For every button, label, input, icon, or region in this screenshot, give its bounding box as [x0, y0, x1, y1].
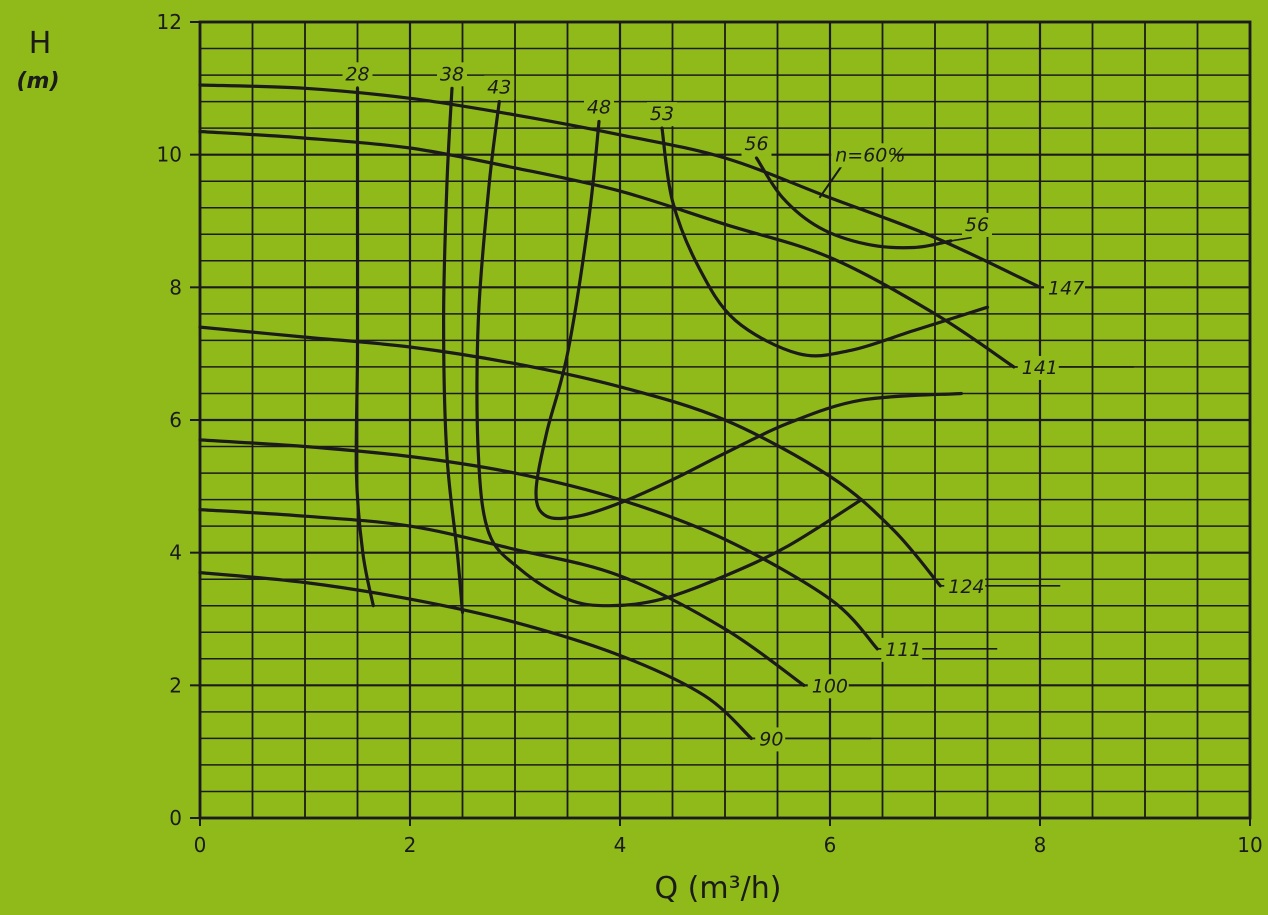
efficiency-curve-28	[354, 86, 375, 608]
x-tick-label: 6	[824, 833, 837, 857]
head-curve-label: 111	[885, 639, 921, 661]
efficiency-curve-label-bg	[437, 62, 467, 87]
annotation-leader	[950, 236, 972, 242]
efficiency-curve-48	[534, 119, 963, 521]
y-axis-unit: (m)	[16, 69, 59, 94]
efficiency-curve-label: 53	[650, 103, 674, 125]
efficiency-curve-38	[442, 86, 465, 614]
head-curve-label-bg	[944, 574, 986, 599]
efficiency-curve-label: 48	[587, 97, 611, 119]
annotation-56-label-bg	[962, 212, 992, 237]
head-curve-label: 147	[1048, 277, 1084, 299]
y-axis-title: H	[29, 26, 52, 61]
head-curve-141	[198, 129, 1016, 369]
annotation-efficiency-label-bg	[831, 143, 895, 168]
efficiency-curve-label-bg	[647, 102, 677, 127]
head-curve-111	[198, 438, 879, 651]
x-tick-label: 0	[194, 833, 207, 857]
head-curve-124	[198, 325, 942, 588]
efficiency-curve-label-bg	[741, 131, 772, 156]
head-curve-label: 100	[812, 675, 848, 697]
x-tick-label: 10	[1237, 833, 1262, 857]
head-curve-label: 124	[948, 576, 984, 598]
efficiency-curve-56	[754, 156, 953, 250]
y-tick-label: 10	[157, 143, 182, 167]
efficiency-curve-label: 56	[744, 133, 768, 155]
head-curve-label-bg	[881, 637, 923, 662]
efficiency-curve-label: 38	[440, 63, 464, 85]
head-curve-147	[198, 83, 1042, 289]
head-curve-label-bg	[807, 674, 849, 699]
y-tick-label: 2	[169, 673, 182, 697]
head-curve-label: 141	[1022, 357, 1058, 379]
efficiency-curve-53	[660, 126, 990, 358]
head-curve-90	[198, 571, 753, 740]
y-tick-label: 4	[169, 541, 182, 565]
y-tick-label: 8	[169, 275, 182, 299]
x-tick-label: 2	[404, 833, 417, 857]
y-tick-label: 6	[169, 408, 182, 432]
efficiency-curve-label-bg	[584, 95, 614, 120]
head-curve-label: 90	[759, 728, 783, 750]
annotation-56-label: 56	[965, 214, 989, 236]
head-curve-label-bg	[1044, 276, 1085, 301]
annotation-efficiency-label: n=60%	[835, 144, 905, 166]
y-tick-label: 12	[157, 10, 182, 34]
efficiency-curve-label: 28	[345, 63, 369, 85]
x-tick-label: 4	[614, 833, 627, 857]
x-tick-label: 8	[1034, 833, 1047, 857]
efficiency-curve-43	[475, 100, 864, 608]
head-curve-label-bg	[755, 727, 786, 752]
efficiency-curve-label-bg	[484, 75, 515, 100]
annotation-leader	[818, 164, 844, 199]
y-tick-label: 0	[169, 806, 182, 830]
head-curve-100	[198, 508, 806, 687]
curve-labels: 147 141 124 111 100 90 28 38 43 48 53 56 n=60% 56	[342, 62, 1085, 752]
x-axis-title: Q (m³/h)	[655, 871, 782, 906]
efficiency-curve-label-bg	[342, 62, 373, 87]
curves	[198, 83, 1160, 740]
head-curve-label-bg	[1017, 355, 1059, 380]
efficiency-curve-label: 43	[487, 77, 511, 99]
